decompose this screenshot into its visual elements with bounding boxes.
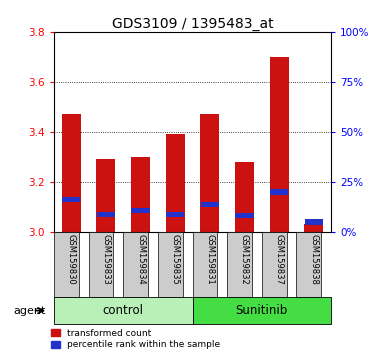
FancyBboxPatch shape (192, 232, 218, 297)
Bar (304, 224, 323, 232)
Bar (201, 202, 219, 207)
FancyBboxPatch shape (89, 232, 114, 297)
Text: GSM159832: GSM159832 (240, 234, 249, 285)
Bar (270, 57, 289, 232)
Bar (131, 157, 150, 232)
FancyBboxPatch shape (54, 232, 79, 297)
FancyBboxPatch shape (262, 232, 287, 297)
Bar (131, 208, 150, 213)
Legend: transformed count, percentile rank within the sample: transformed count, percentile rank withi… (51, 329, 220, 349)
Text: GSM159833: GSM159833 (101, 234, 110, 285)
Title: GDS3109 / 1395483_at: GDS3109 / 1395483_at (112, 17, 273, 31)
Text: agent: agent (14, 306, 46, 316)
Bar (62, 196, 80, 202)
Text: control: control (103, 304, 144, 317)
Bar (305, 219, 323, 225)
Text: GSM159831: GSM159831 (205, 234, 214, 285)
Bar (270, 189, 288, 195)
FancyBboxPatch shape (227, 232, 252, 297)
Bar (235, 162, 254, 232)
Bar (235, 213, 254, 218)
Text: GSM159834: GSM159834 (136, 234, 145, 285)
Bar (200, 114, 219, 232)
Bar (62, 114, 81, 232)
FancyBboxPatch shape (192, 297, 331, 324)
Bar (96, 159, 116, 232)
FancyBboxPatch shape (296, 232, 321, 297)
FancyBboxPatch shape (158, 232, 183, 297)
FancyBboxPatch shape (54, 297, 192, 324)
Bar (166, 135, 185, 232)
Text: GSM159830: GSM159830 (67, 234, 76, 285)
Text: GSM159835: GSM159835 (171, 234, 180, 285)
FancyBboxPatch shape (123, 232, 148, 297)
Text: GSM159837: GSM159837 (275, 234, 284, 285)
Bar (97, 212, 115, 217)
Text: Sunitinib: Sunitinib (236, 304, 288, 317)
Bar (166, 212, 184, 217)
Text: GSM159838: GSM159838 (309, 234, 318, 285)
